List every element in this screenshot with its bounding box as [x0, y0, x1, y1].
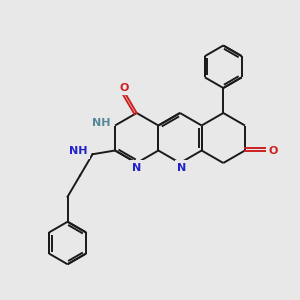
Text: NH: NH — [92, 118, 110, 128]
Text: N: N — [132, 163, 141, 173]
Text: O: O — [268, 146, 278, 155]
Text: N: N — [177, 163, 187, 173]
Text: NH: NH — [69, 146, 88, 156]
Text: O: O — [119, 83, 129, 93]
